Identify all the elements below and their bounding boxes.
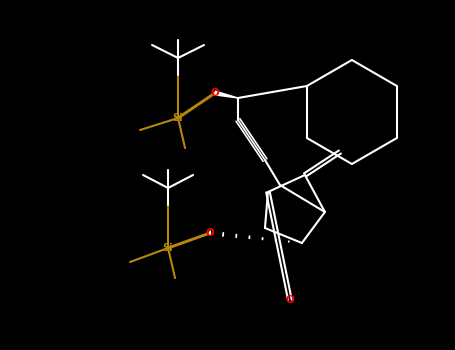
Text: Si: Si bbox=[163, 243, 173, 253]
Text: O: O bbox=[286, 295, 294, 305]
Text: Si: Si bbox=[173, 113, 183, 123]
Text: O: O bbox=[211, 88, 219, 98]
Text: O: O bbox=[206, 228, 214, 238]
Polygon shape bbox=[215, 91, 238, 98]
